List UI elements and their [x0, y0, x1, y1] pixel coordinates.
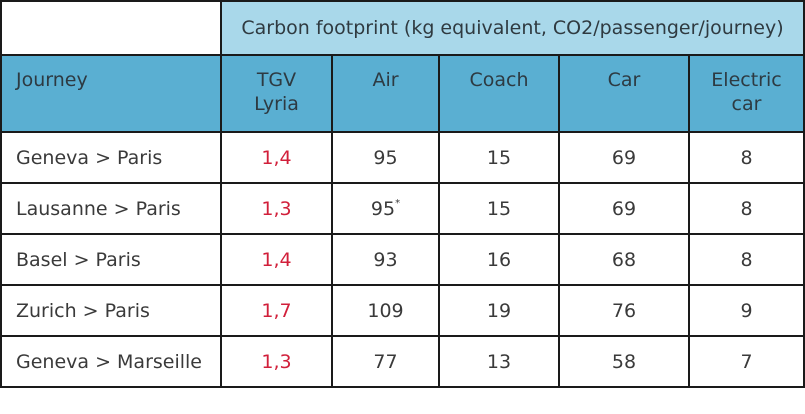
header-tgv-lyria: TGV Lyria: [220, 54, 333, 133]
journey-cell: Lausanne > Paris: [0, 182, 222, 235]
air-number: 109: [367, 300, 404, 322]
coach-value: 13: [438, 335, 560, 388]
header-tgv-line2: Lyria: [254, 93, 299, 115]
coach-value: 16: [438, 233, 560, 286]
air-value: 109: [331, 284, 440, 337]
electric-car-value: 9: [688, 284, 805, 337]
header-electric-car: Electric car: [688, 54, 805, 133]
coach-value: 19: [438, 284, 560, 337]
header-journey: Journey: [0, 54, 222, 133]
air-number: 95: [370, 198, 396, 220]
car-value: 58: [558, 335, 690, 388]
table-row: Basel > Paris 1,4 93 16 68 8: [0, 233, 805, 286]
journey-cell: Zurich > Paris: [0, 284, 222, 337]
air-value: 95*: [331, 182, 440, 235]
empty-corner-cell: [0, 0, 222, 56]
electric-car-value: 8: [688, 233, 805, 286]
header-coach: Coach: [438, 54, 560, 133]
header-row: Journey TGV Lyria Air Coach Car Electric c…: [0, 54, 805, 133]
car-value: 68: [558, 233, 690, 286]
electric-car-value: 8: [688, 131, 805, 184]
table-title: Carbon footprint (kg equivalent, CO2/pas…: [220, 0, 805, 56]
tgv-value: 1,4: [220, 131, 333, 184]
header-tgv-line1: TGV: [256, 69, 297, 91]
coach-value: 15: [438, 182, 560, 235]
air-value: 93: [331, 233, 440, 286]
electric-car-value: 8: [688, 182, 805, 235]
car-value: 69: [558, 182, 690, 235]
electric-car-value: 7: [688, 335, 805, 388]
coach-value: 15: [438, 131, 560, 184]
journey-cell: Geneva > Paris: [0, 131, 222, 184]
header-air: Air: [331, 54, 440, 133]
table-row: Geneva > Paris 1,4 95 15 69 8: [0, 131, 805, 184]
car-value: 76: [558, 284, 690, 337]
carbon-footprint-table: Carbon footprint (kg equivalent, CO2/pas…: [0, 0, 805, 388]
tgv-value: 1,3: [220, 182, 333, 235]
header-electric-line1: Electric: [711, 69, 782, 91]
air-value: 95: [331, 131, 440, 184]
header-car: Car: [558, 54, 690, 133]
air-footnote-mark: *: [395, 198, 401, 209]
car-value: 69: [558, 131, 690, 184]
air-number: 77: [373, 351, 398, 373]
air-number: 95: [373, 147, 398, 169]
journey-cell: Basel > Paris: [0, 233, 222, 286]
table-row: Geneva > Marseille 1,3 77 13 58 7: [0, 335, 805, 388]
journey-cell: Geneva > Marseille: [0, 335, 222, 388]
air-value: 77: [331, 335, 440, 388]
tgv-value: 1,4: [220, 233, 333, 286]
tgv-value: 1,3: [220, 335, 333, 388]
table-row: Zurich > Paris 1,7 109 19 76 9: [0, 284, 805, 337]
table-row: Lausanne > Paris 1,3 95* 15 69 8: [0, 182, 805, 235]
tgv-value: 1,7: [220, 284, 333, 337]
title-row: Carbon footprint (kg equivalent, CO2/pas…: [0, 0, 805, 56]
air-number: 93: [373, 249, 398, 271]
header-electric-line2: car: [731, 93, 762, 115]
